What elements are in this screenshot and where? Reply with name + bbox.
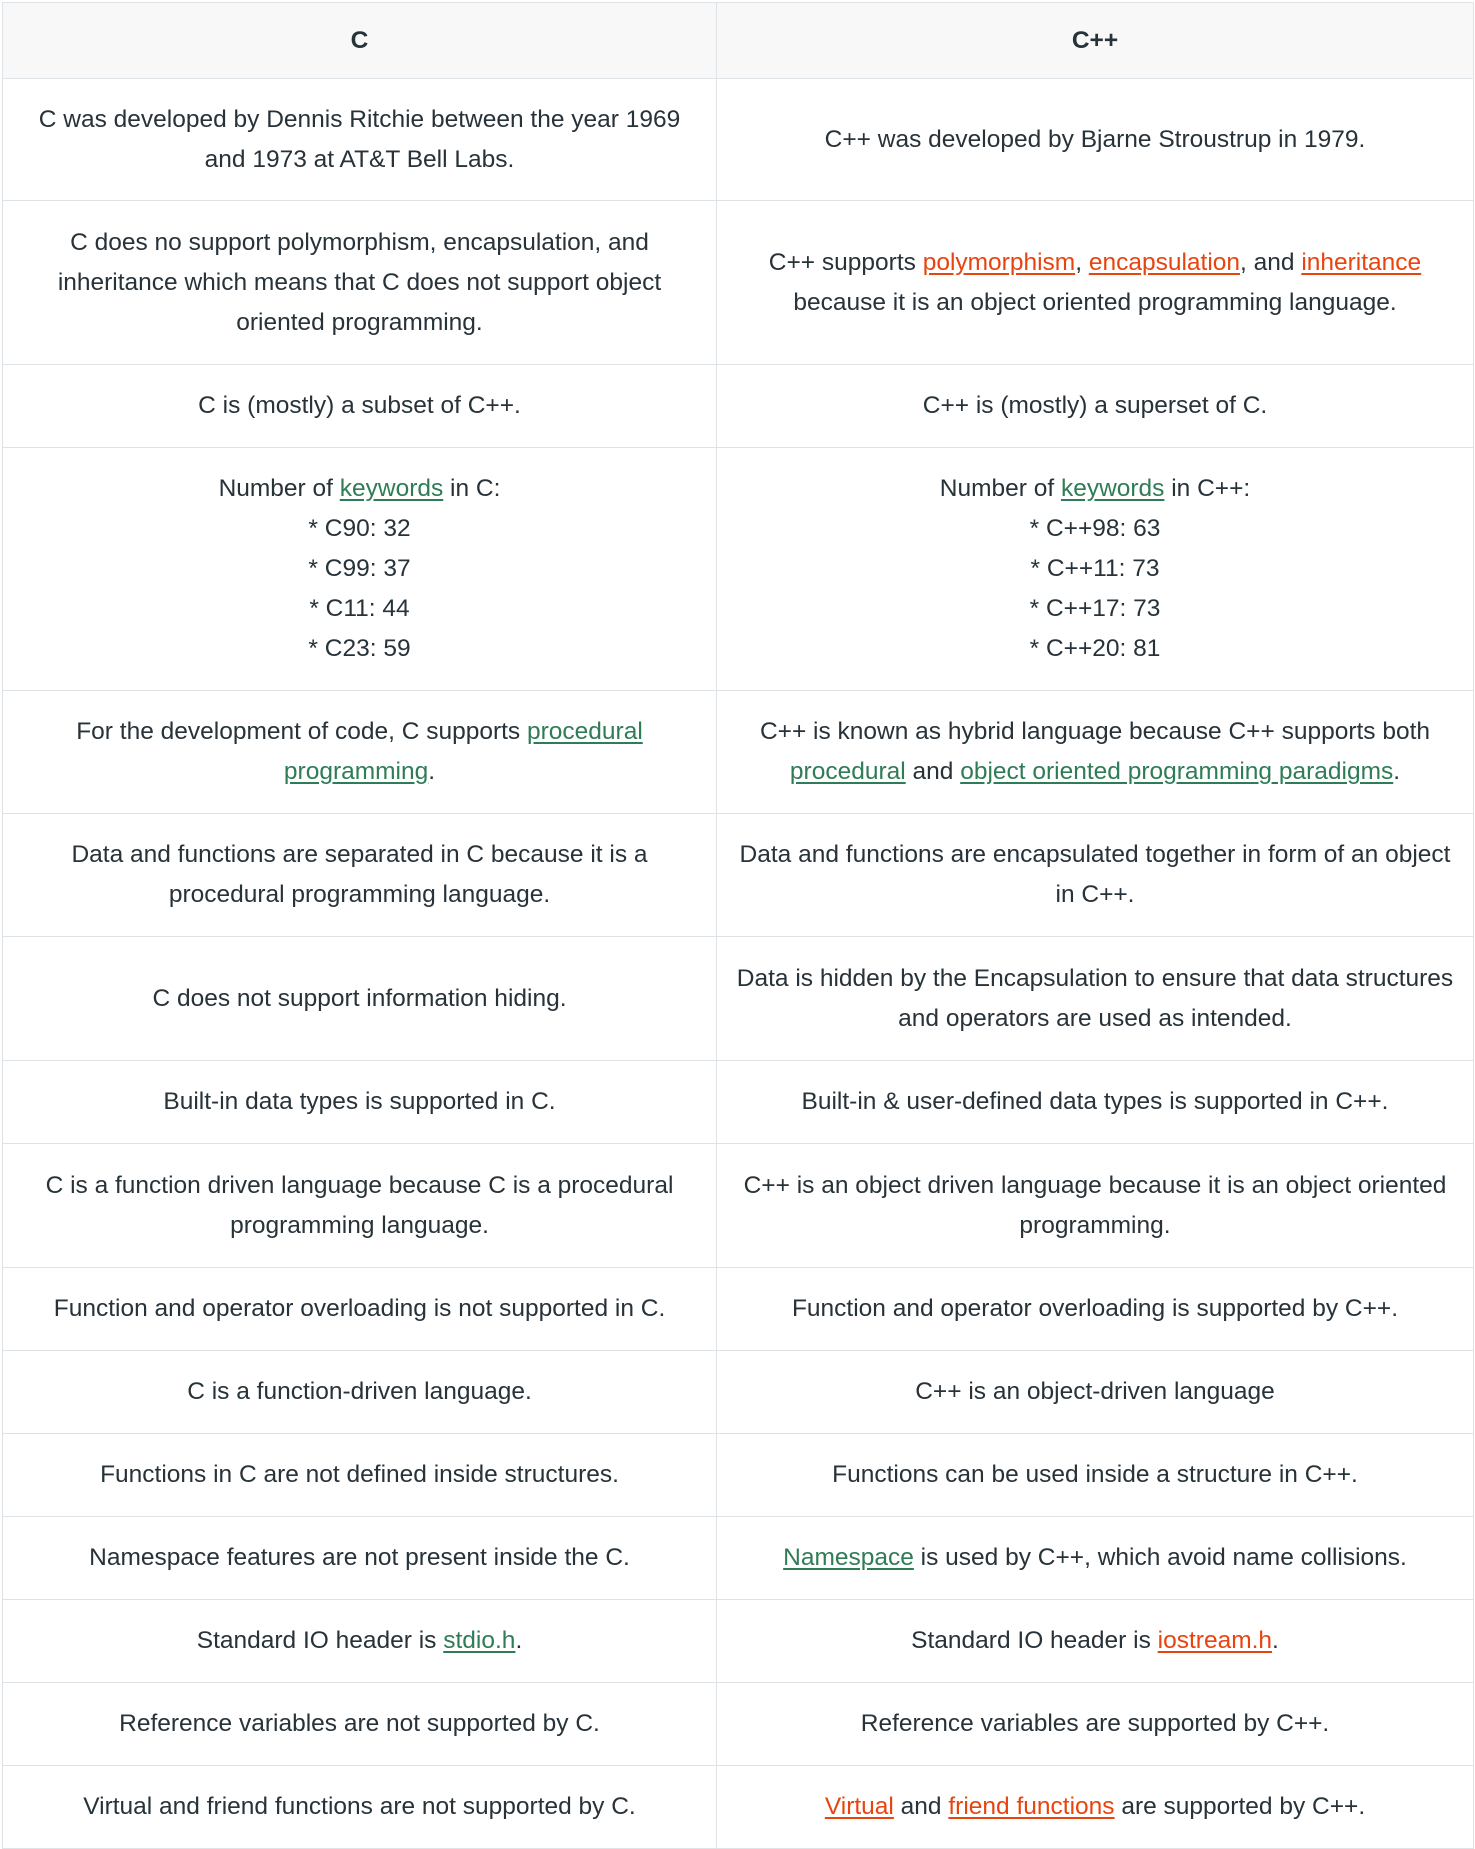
stdio-h-link[interactable]: stdio.h <box>443 1627 516 1654</box>
cell-c-data-types: Built-in data types is supported in C. <box>2 1060 717 1144</box>
table-row: Function and operator overloading is not… <box>2 1267 1474 1351</box>
cell-cpp-data-functions: Data and functions are encapsulated toge… <box>716 813 1474 937</box>
virtual-link[interactable]: Virtual <box>824 1793 894 1820</box>
cpp-keyword-count: * C++17: 73 <box>1029 595 1161 622</box>
table-row: Standard IO header is stdio.h. Standard … <box>2 1599 1474 1683</box>
c-keywords-link[interactable]: keywords <box>339 475 444 502</box>
namespace-link[interactable]: Namespace <box>783 1544 914 1571</box>
cell-cpp-overloading: Function and operator overloading is sup… <box>716 1267 1474 1351</box>
cpp-keyword-count: * C++98: 63 <box>1029 515 1161 542</box>
cpp-keyword-count: * C++20: 81 <box>1029 635 1161 662</box>
table-row: Virtual and friend functions are not sup… <box>2 1765 1474 1849</box>
cpp-keyword-count: * C++11: 73 <box>1030 555 1160 582</box>
cell-cpp-language-kind: C++ is an object-driven language <box>716 1350 1474 1434</box>
column-header-cpp: C++ <box>716 2 1474 79</box>
cell-cpp-structures: Functions can be used inside a structure… <box>716 1433 1474 1517</box>
table-row: Functions in C are not defined inside st… <box>2 1433 1474 1517</box>
column-header-c: C <box>2 2 717 79</box>
cell-cpp-information-hiding: Data is hidden by the Encapsulation to e… <box>716 936 1474 1061</box>
c-keyword-count: * C90: 32 <box>308 515 411 542</box>
cell-c-reference-variables: Reference variables are not supported by… <box>2 1682 717 1766</box>
c-keyword-count: * C11: 44 <box>309 595 410 622</box>
cell-c-origin: C was developed by Dennis Ritchie betwee… <box>2 78 717 201</box>
table-row: C does no support polymorphism, encapsul… <box>2 200 1474 365</box>
cpp-keywords-link[interactable]: keywords <box>1060 475 1165 502</box>
table-row: C does not support information hiding. D… <box>2 936 1474 1061</box>
cell-cpp-virtual-friend: Virtual and friend functions are support… <box>716 1765 1474 1849</box>
inheritance-link[interactable]: inheritance <box>1301 248 1422 276</box>
table-header-row: C C++ <box>2 2 1474 79</box>
cell-cpp-oop-support: C++ supports polymorphism, encapsulation… <box>716 200 1474 365</box>
cell-c-io-header: Standard IO header is stdio.h. <box>2 1599 717 1683</box>
cell-c-virtual-friend: Virtual and friend functions are not sup… <box>2 1765 717 1849</box>
oop-paradigms-link[interactable]: object oriented programming paradigms <box>960 758 1394 785</box>
table-row: Number of keywords in C: * C90: 32 * C99… <box>2 447 1474 691</box>
table-row: Built-in data types is supported in C. B… <box>2 1060 1474 1144</box>
cell-c-language-kind: C is a function-driven language. <box>2 1350 717 1434</box>
friend-functions-link[interactable]: friend functions <box>948 1793 1115 1820</box>
cell-cpp-reference-variables: Reference variables are supported by C++… <box>716 1682 1474 1766</box>
table-row: For the development of code, C supports … <box>2 690 1474 814</box>
procedural-link[interactable]: procedural <box>789 758 906 785</box>
table-row: C was developed by Dennis Ritchie betwee… <box>2 78 1474 201</box>
table-row: C is a function-driven language. C++ is … <box>2 1350 1474 1434</box>
cell-c-overloading: Function and operator overloading is not… <box>2 1267 717 1351</box>
cell-c-keywords: Number of keywords in C: * C90: 32 * C99… <box>2 447 717 691</box>
polymorphism-link[interactable]: polymorphism <box>922 248 1076 276</box>
c-keyword-count: * C99: 37 <box>308 555 411 582</box>
cell-cpp-paradigm: C++ is known as hybrid language because … <box>716 690 1474 814</box>
cell-c-subset: C is (mostly) a subset of C++. <box>2 364 717 448</box>
cell-c-oop-support: C does no support polymorphism, encapsul… <box>2 200 717 365</box>
iostream-h-link[interactable]: iostream.h <box>1157 1627 1273 1654</box>
table-row: Namespace features are not present insid… <box>2 1516 1474 1600</box>
table-row: C is a function driven language because … <box>2 1143 1474 1268</box>
cell-c-paradigm: For the development of code, C supports … <box>2 690 717 814</box>
cell-cpp-namespace: Namespace is used by C++, which avoid na… <box>716 1516 1474 1600</box>
cell-cpp-io-header: Standard IO header is iostream.h. <box>716 1599 1474 1683</box>
table-row: C is (mostly) a subset of C++. C++ is (m… <box>2 364 1474 448</box>
cell-cpp-data-types: Built-in & user-defined data types is su… <box>716 1060 1474 1144</box>
c-keyword-count: * C23: 59 <box>308 635 411 662</box>
encapsulation-link[interactable]: encapsulation <box>1088 248 1241 276</box>
cell-c-structures: Functions in C are not defined inside st… <box>2 1433 717 1517</box>
table-row: Reference variables are not supported by… <box>2 1682 1474 1766</box>
cell-cpp-superset: C++ is (mostly) a superset of C. <box>716 364 1474 448</box>
cell-cpp-keywords: Number of keywords in C++: * C++98: 63 *… <box>716 447 1474 691</box>
cell-c-information-hiding: C does not support information hiding. <box>2 936 717 1061</box>
cell-c-namespace: Namespace features are not present insid… <box>2 1516 717 1600</box>
cell-c-function-driven: C is a function driven language because … <box>2 1143 717 1268</box>
cell-cpp-origin: C++ was developed by Bjarne Stroustrup i… <box>716 78 1474 201</box>
table-row: Data and functions are separated in C be… <box>2 813 1474 937</box>
procedural-programming-link[interactable]: procedural programming <box>283 718 643 785</box>
cell-c-data-functions: Data and functions are separated in C be… <box>2 813 717 937</box>
cell-cpp-object-driven: C++ is an object driven language because… <box>716 1143 1474 1268</box>
